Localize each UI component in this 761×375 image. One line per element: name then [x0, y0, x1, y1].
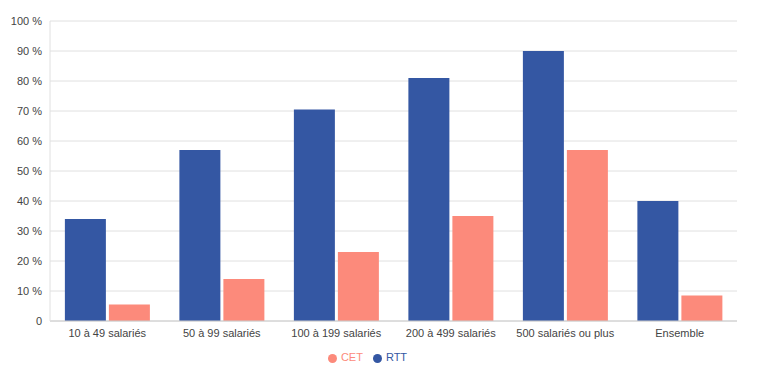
- svg-text:10 à 49 salariés: 10 à 49 salariés: [68, 327, 146, 339]
- svg-text:60 %: 60 %: [17, 135, 42, 147]
- svg-text:50 à 99 salariés: 50 à 99 salariés: [183, 327, 261, 339]
- svg-text:90 %: 90 %: [17, 45, 42, 57]
- html-text:RTT: RTT: [385, 351, 408, 363]
- svg-text:10 %: 10 %: [17, 285, 42, 297]
- svg-text:40 %: 40 %: [17, 195, 42, 207]
- html-text:CET: CET: [340, 351, 363, 363]
- svg-text:80 %: 80 %: [17, 75, 42, 87]
- svg-text:200 à 499 salariés: 200 à 499 salariés: [406, 327, 496, 339]
- svg-text:0: 0: [36, 315, 42, 327]
- svg-text:100 %: 100 %: [11, 15, 42, 27]
- svg-text:100 à 199 salariés: 100 à 199 salariés: [291, 327, 381, 339]
- svg-text:Ensemble: Ensemble: [655, 327, 704, 339]
- svg-text:500 salariés ou plus: 500 salariés ou plus: [516, 327, 614, 339]
- svg-text:70 %: 70 %: [17, 105, 42, 117]
- svg-text:50 %: 50 %: [17, 165, 42, 177]
- svg-text:30 %: 30 %: [17, 225, 42, 237]
- svg-text:20 %: 20 %: [17, 255, 42, 267]
